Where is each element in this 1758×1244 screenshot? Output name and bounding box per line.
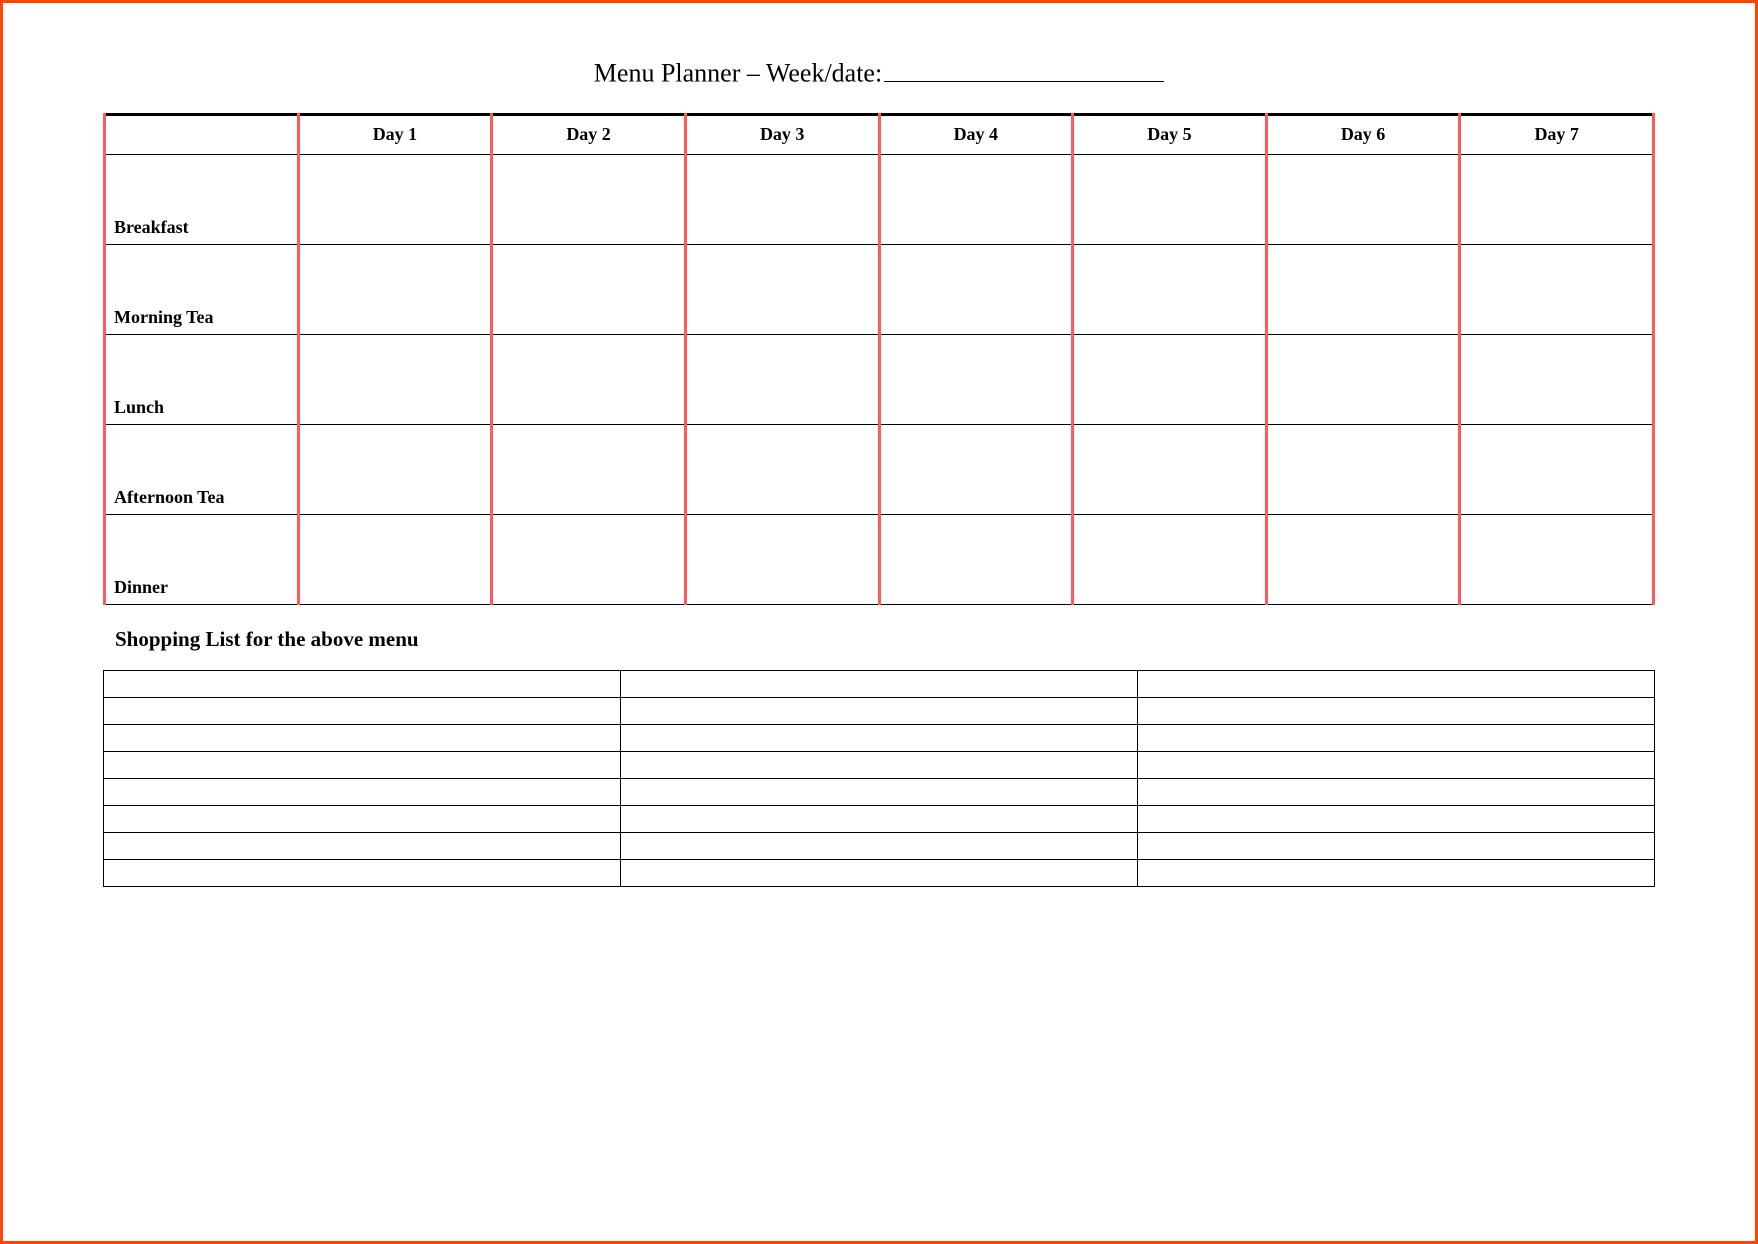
cell-lunch-day2[interactable] [492, 334, 686, 424]
menu-header-row: Day 1 Day 2 Day 3 Day 4 Day 5 Day 6 Day … [105, 114, 1654, 154]
cell-morningtea-day4[interactable] [879, 244, 1073, 334]
shop-row [104, 859, 1655, 886]
cell-afternoontea-day2[interactable] [492, 424, 686, 514]
menu-header-day2: Day 2 [492, 114, 686, 154]
cell-lunch-day6[interactable] [1266, 334, 1460, 424]
cell-morningtea-day2[interactable] [492, 244, 686, 334]
shop-row [104, 751, 1655, 778]
shop-cell[interactable] [104, 724, 621, 751]
cell-breakfast-day3[interactable] [685, 154, 879, 244]
cell-afternoontea-day7[interactable] [1460, 424, 1654, 514]
menu-header-day4: Day 4 [879, 114, 1073, 154]
row-label-breakfast: Breakfast [105, 154, 299, 244]
shop-cell[interactable] [621, 697, 1138, 724]
shop-row [104, 724, 1655, 751]
row-label-afternoon-tea: Afternoon Tea [105, 424, 299, 514]
cell-afternoontea-day1[interactable] [298, 424, 492, 514]
cell-dinner-day3[interactable] [685, 514, 879, 604]
cell-breakfast-day1[interactable] [298, 154, 492, 244]
menu-row-dinner: Dinner [105, 514, 1654, 604]
cell-breakfast-day4[interactable] [879, 154, 1073, 244]
cell-breakfast-day2[interactable] [492, 154, 686, 244]
shop-cell[interactable] [104, 832, 621, 859]
title-prefix: Menu Planner – Week/date: [594, 59, 882, 88]
cell-lunch-day3[interactable] [685, 334, 879, 424]
page-frame: Menu Planner – Week/date: Day 1 Day 2 Da… [0, 0, 1758, 1244]
cell-lunch-day5[interactable] [1073, 334, 1267, 424]
cell-afternoontea-day5[interactable] [1073, 424, 1267, 514]
shop-cell[interactable] [621, 778, 1138, 805]
shop-cell[interactable] [104, 805, 621, 832]
cell-afternoontea-day4[interactable] [879, 424, 1073, 514]
shop-cell[interactable] [1138, 670, 1655, 697]
menu-header-day7: Day 7 [1460, 114, 1654, 154]
shop-cell[interactable] [1138, 751, 1655, 778]
menu-header-blank [105, 114, 299, 154]
cell-afternoontea-day6[interactable] [1266, 424, 1460, 514]
row-label-dinner: Dinner [105, 514, 299, 604]
cell-dinner-day4[interactable] [879, 514, 1073, 604]
cell-morningtea-day6[interactable] [1266, 244, 1460, 334]
shop-cell[interactable] [621, 859, 1138, 886]
shop-cell[interactable] [104, 778, 621, 805]
cell-dinner-day2[interactable] [492, 514, 686, 604]
cell-breakfast-day7[interactable] [1460, 154, 1654, 244]
shop-cell[interactable] [1138, 805, 1655, 832]
cell-morningtea-day1[interactable] [298, 244, 492, 334]
shop-cell[interactable] [621, 751, 1138, 778]
cell-morningtea-day7[interactable] [1460, 244, 1654, 334]
shop-cell[interactable] [104, 670, 621, 697]
menu-header-day5: Day 5 [1073, 114, 1267, 154]
cell-breakfast-day5[interactable] [1073, 154, 1267, 244]
row-label-lunch: Lunch [105, 334, 299, 424]
cell-dinner-day1[interactable] [298, 514, 492, 604]
shop-cell[interactable] [1138, 778, 1655, 805]
cell-morningtea-day5[interactable] [1073, 244, 1267, 334]
cell-breakfast-day6[interactable] [1266, 154, 1460, 244]
cell-dinner-day7[interactable] [1460, 514, 1654, 604]
menu-row-lunch: Lunch [105, 334, 1654, 424]
cell-lunch-day1[interactable] [298, 334, 492, 424]
shop-cell[interactable] [104, 697, 621, 724]
menu-header-day1: Day 1 [298, 114, 492, 154]
shop-cell[interactable] [1138, 724, 1655, 751]
menu-header-day6: Day 6 [1266, 114, 1460, 154]
shopping-list-table [103, 670, 1655, 887]
shop-row [104, 778, 1655, 805]
cell-dinner-day5[interactable] [1073, 514, 1267, 604]
shop-row [104, 832, 1655, 859]
page-title: Menu Planner – Week/date: [103, 53, 1655, 89]
menu-planner-table: Day 1 Day 2 Day 3 Day 4 Day 5 Day 6 Day … [103, 113, 1655, 605]
menu-header-day3: Day 3 [685, 114, 879, 154]
cell-morningtea-day3[interactable] [685, 244, 879, 334]
menu-row-breakfast: Breakfast [105, 154, 1654, 244]
shop-cell[interactable] [621, 832, 1138, 859]
shop-cell[interactable] [104, 859, 621, 886]
cell-lunch-day4[interactable] [879, 334, 1073, 424]
cell-lunch-day7[interactable] [1460, 334, 1654, 424]
cell-dinner-day6[interactable] [1266, 514, 1460, 604]
row-label-morning-tea: Morning Tea [105, 244, 299, 334]
shop-cell[interactable] [621, 805, 1138, 832]
shop-row [104, 697, 1655, 724]
shop-row [104, 670, 1655, 697]
week-date-blank[interactable] [884, 53, 1164, 82]
shop-cell[interactable] [621, 670, 1138, 697]
shop-cell[interactable] [104, 751, 621, 778]
menu-row-afternoon-tea: Afternoon Tea [105, 424, 1654, 514]
shopping-list-heading: Shopping List for the above menu [115, 627, 1655, 652]
menu-row-morning-tea: Morning Tea [105, 244, 1654, 334]
cell-afternoontea-day3[interactable] [685, 424, 879, 514]
shop-cell[interactable] [1138, 859, 1655, 886]
shop-row [104, 805, 1655, 832]
shop-cell[interactable] [621, 724, 1138, 751]
shop-cell[interactable] [1138, 832, 1655, 859]
shop-cell[interactable] [1138, 697, 1655, 724]
